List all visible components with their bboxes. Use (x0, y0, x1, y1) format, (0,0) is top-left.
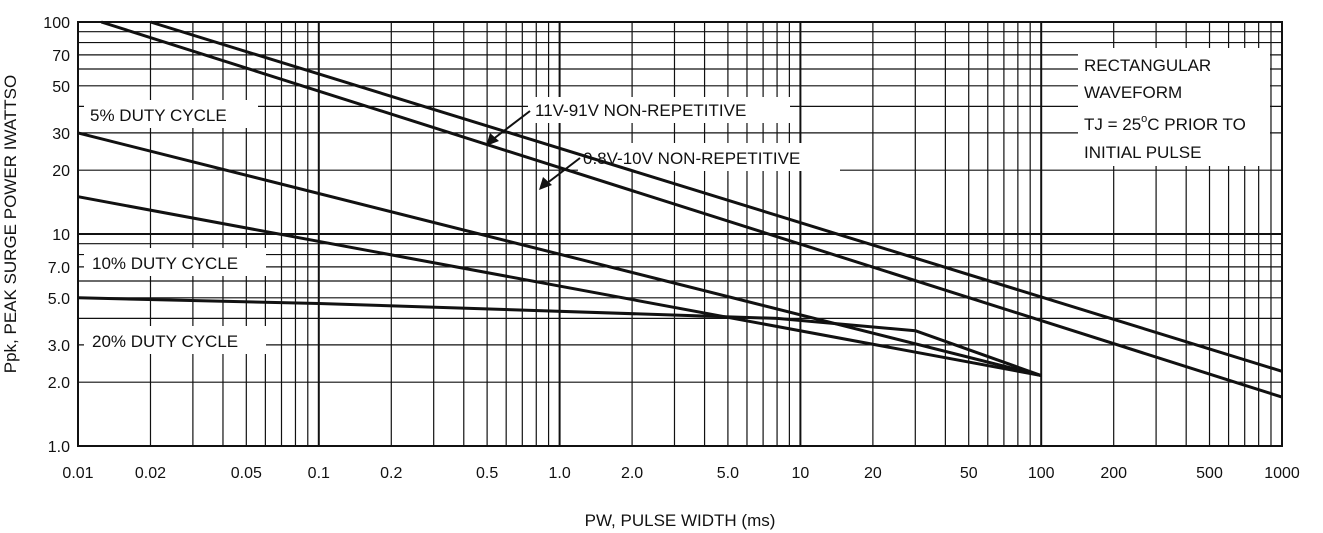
y-tick-labels: 1.0 2.0 3.0 5.0 7.0 10 20 30 50 70 100 (43, 15, 70, 456)
conditions-line-2: WAVEFORM (1084, 83, 1182, 102)
y-tick-label: 50 (52, 79, 70, 96)
nonrep-lo-label: 0.8V-10V NON-REPETITIVE (583, 149, 800, 168)
x-tick-label: 0.5 (476, 465, 498, 482)
y-tick-label: 70 (52, 48, 70, 65)
degree-sign: o (1141, 113, 1147, 125)
duty10-label: 10% DUTY CYCLE (92, 254, 238, 273)
series-line-2 (100, 20, 1283, 399)
x-tick-label: 0.2 (380, 465, 402, 482)
y-tick-label: 2.0 (48, 375, 70, 392)
nonrep-hi-arrow-line (491, 110, 531, 141)
nonrep-lo-arrow-head (539, 177, 552, 190)
x-tick-label: 10 (792, 465, 810, 482)
nonrep-hi-label: 11V-91V NON-REPETITIVE (535, 101, 746, 120)
x-tick-label: 1.0 (548, 465, 570, 482)
x-tick-label: 0.05 (231, 465, 262, 482)
conditions-line-4: INITIAL PULSE (1084, 143, 1201, 162)
x-tick-label: 0.02 (135, 465, 166, 482)
x-tick-labels: 0.01 0.02 0.05 0.1 0.2 0.5 1.0 2.0 5.0 10 20 50 100 2… (62, 465, 1299, 482)
duty20-label: 20% DUTY CYCLE (92, 332, 238, 351)
y-tick-label: 1.0 (48, 439, 70, 456)
x-tick-label: 0.1 (308, 465, 330, 482)
x-tick-label: 5.0 (717, 465, 739, 482)
series-line-3 (77, 131, 1042, 377)
y-tick-label: 5.0 (48, 291, 70, 308)
x-tick-label: 20 (864, 465, 882, 482)
y-tick-label: 7.0 (48, 260, 70, 277)
series-line-4 (77, 195, 1042, 377)
duty5-label: 5% DUTY CYCLE (90, 106, 227, 125)
y-axis-label: Ppk, PEAK SURGE POWER IWATTSO (1, 75, 20, 374)
x-tick-label: 2.0 (621, 465, 643, 482)
y-tick-label: 10 (52, 227, 70, 244)
series-line-5 (77, 296, 1042, 377)
conditions-box-bg (1078, 48, 1270, 166)
conditions-line-3: TJ = 25oC PRIOR TO (1084, 113, 1246, 134)
nonrep-hi-arrow-head (486, 133, 499, 146)
plot-frame (77, 21, 1283, 447)
y-tick-label: 100 (43, 15, 70, 32)
nonrep-hi-label-bg (528, 97, 790, 123)
x-tick-label: 200 (1100, 465, 1127, 482)
duty5-label-bg (84, 100, 258, 128)
y-tick-label: 20 (52, 163, 70, 180)
nonrep-lo-arrow-line (545, 157, 581, 185)
x-tick-label: 100 (1028, 465, 1055, 482)
series-line-1 (150, 20, 1283, 373)
x-tick-label: 0.01 (62, 465, 93, 482)
conditions-line-1: RECTANGULAR (1084, 56, 1211, 75)
x-tick-label: 500 (1196, 465, 1223, 482)
conditions-line-3-post: C PRIOR TO (1147, 115, 1246, 134)
y-tick-label: 3.0 (48, 338, 70, 355)
y-tick-label: 30 (52, 126, 70, 143)
duty20-label-bg (84, 326, 266, 354)
duty10-label-bg (84, 248, 266, 276)
x-tick-label: 50 (960, 465, 978, 482)
conditions-line-3-pre: TJ = 25 (1084, 115, 1141, 134)
curves (77, 20, 1283, 399)
x-axis-label: PW, PULSE WIDTH (ms) (585, 511, 776, 530)
x-tick-label: 1000 (1264, 465, 1300, 482)
